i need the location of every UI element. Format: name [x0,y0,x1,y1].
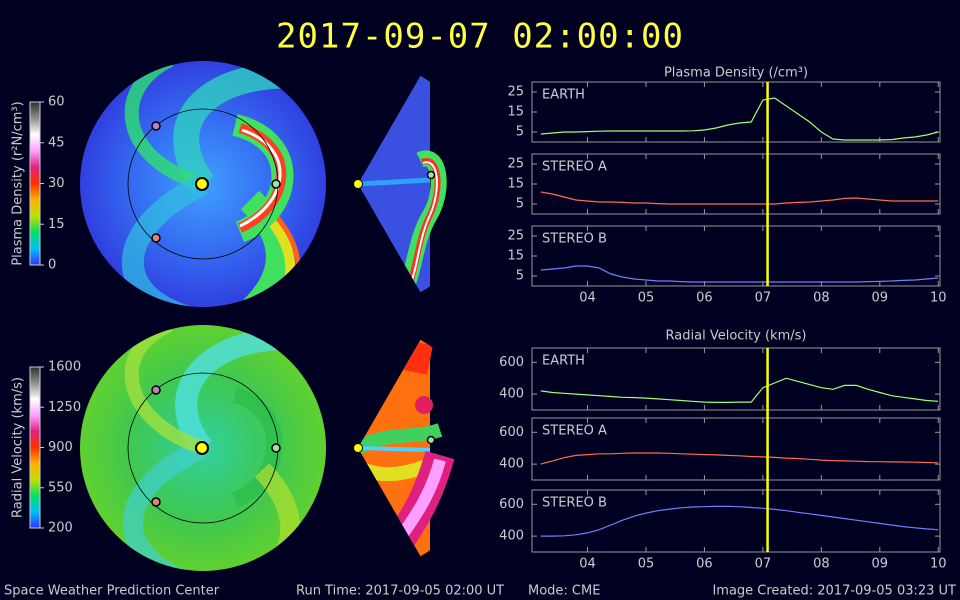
x-tick-label: 08 [813,557,830,572]
series-label: STEREO A [542,424,607,439]
planet-marker [151,121,161,131]
x-tick-label: 06 [696,291,713,306]
x-tick-label: 07 [755,557,772,572]
x-tick-label: 06 [696,557,713,572]
y-tick-label: 5 [516,269,524,284]
colorbar [29,101,41,266]
sun-marker [353,179,363,189]
x-tick-label: 10 [930,291,947,306]
earth-marker [271,179,281,189]
colorbar-tick-label: 45 [48,135,65,150]
colorbar-tick-label: 550 [48,480,73,495]
y-tick-label: 600 [499,355,524,370]
series-label: EARTH [542,354,585,369]
footer-created: Image Created: 2017-09-05 03:23 UT [712,584,956,599]
series-label: EARTH [542,88,585,103]
sun-marker [195,177,209,191]
colorbar-tick-label: 200 [48,521,73,536]
earth-marker [426,170,436,180]
planet-marker [151,385,161,395]
colorbar [29,366,41,529]
y-tick-label: 15 [507,105,524,120]
series-line [540,265,939,283]
x-tick-label: 09 [872,557,889,572]
x-tick-label: 08 [813,291,830,306]
colorbar-tick-label: 30 [48,176,65,191]
y-tick-label: 15 [507,177,524,192]
timestamp-title: 2017-09-07 02:00:00 [276,17,684,57]
series-line [540,452,939,465]
x-tick-label: 05 [638,291,655,306]
y-tick-label: 15 [507,249,524,264]
y-tick-label: 400 [499,457,524,472]
colorbar-tick-label: 1250 [48,400,81,415]
series-label: STEREO B [542,232,607,247]
sun-marker [195,441,209,455]
y-tick-label: 25 [507,229,524,244]
y-tick-label: 600 [499,425,524,440]
chart-title: Radial Velocity (km/s) [666,329,807,344]
colorbar-tick-label: 15 [48,217,65,232]
panel-frame [531,417,941,481]
x-tick-label: 07 [755,291,772,306]
footer-run-time: Run Time: 2017-09-05 02:00 UT [296,584,504,599]
colorbar-tick-label: 0 [48,258,56,273]
series-line [540,505,939,537]
footer-org: Space Weather Prediction Center [4,584,220,599]
sun-marker [353,443,363,453]
x-tick-label: 09 [872,291,889,306]
colorbar-tick-label: 900 [48,440,73,455]
y-tick-label: 600 [499,497,524,512]
panel-frame [531,347,941,411]
y-tick-label: 25 [507,157,524,172]
x-tick-label: 04 [579,291,596,306]
y-tick-label: 25 [507,85,524,100]
y-tick-label: 5 [516,197,524,212]
x-tick-label: 05 [638,557,655,572]
colorbar-tick-label: 1600 [48,360,81,375]
y-tick-label: 5 [516,125,524,140]
series-line [540,377,939,403]
earth-marker [426,435,436,445]
chart-title: Plasma Density (/cm³) [664,66,808,81]
series-label: STEREO A [542,160,607,175]
colorbar-label: Plasma Density (r²N/cm³) [11,101,26,265]
series-label: STEREO B [542,496,607,511]
x-tick-label: 10 [930,557,947,572]
series-line [540,97,939,141]
colorbar-tick-label: 60 [48,95,65,110]
series-line [540,191,939,205]
footer-mode: Mode: CME [528,584,600,599]
panel-frame [531,489,941,553]
colorbar-label: Radial Velocity (km/s) [11,377,26,518]
planet-marker [151,497,161,507]
y-tick-label: 400 [499,529,524,544]
earth-marker [271,443,281,453]
x-tick-label: 04 [579,557,596,572]
y-tick-label: 400 [499,387,524,402]
planet-marker [151,233,161,243]
